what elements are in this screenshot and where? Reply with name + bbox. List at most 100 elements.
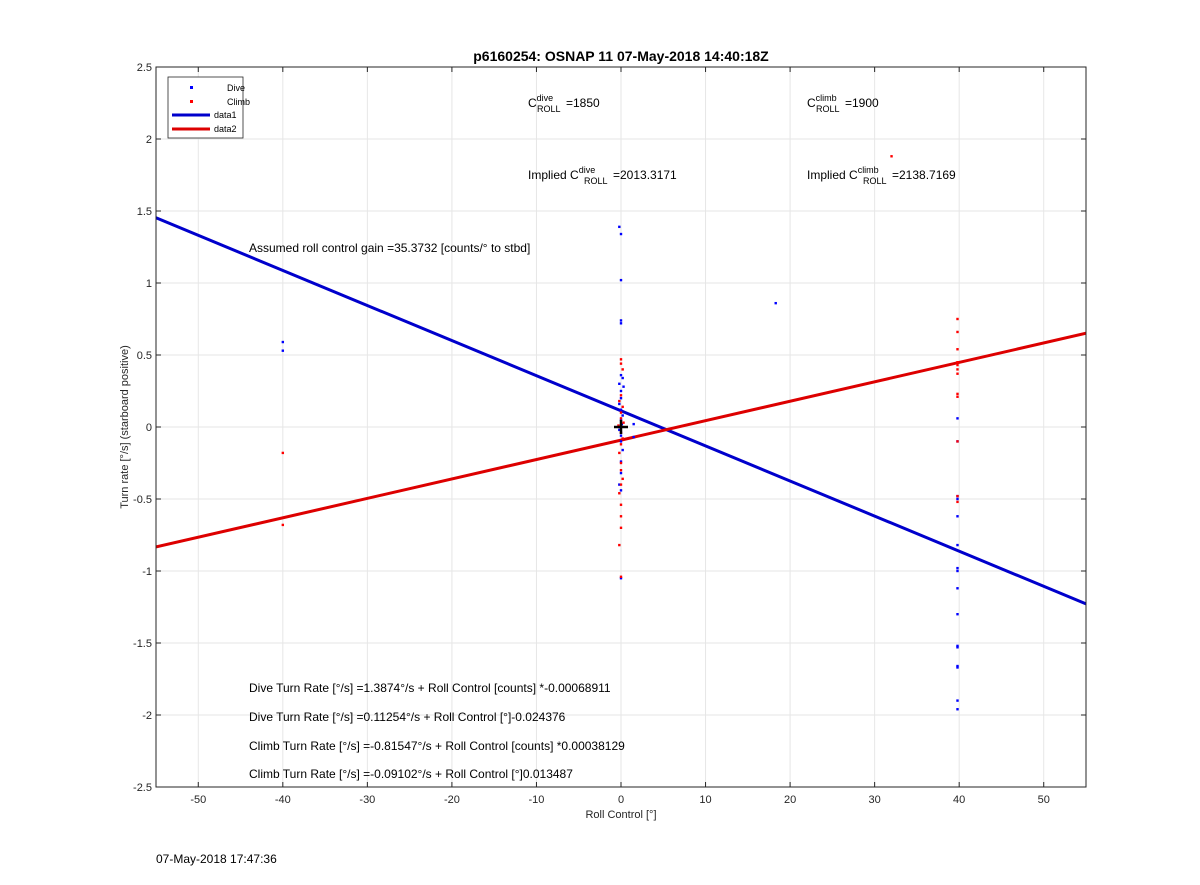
dive-point	[956, 417, 959, 420]
implied-dive-value: =2013.3171	[613, 168, 677, 182]
dive-point	[619, 319, 623, 322]
dive-degrees-equation: Dive Turn Rate [°/s] =0.11254°/s + Roll …	[249, 710, 566, 724]
c-roll-dive-annotation: Cdive	[528, 93, 553, 110]
climb-point	[281, 451, 285, 455]
dive-point	[281, 340, 285, 344]
dive-point	[774, 301, 777, 305]
dive-point	[956, 699, 959, 702]
climb-point	[618, 451, 621, 455]
dive-point	[619, 418, 623, 421]
climb-point	[956, 440, 959, 443]
dive-point	[619, 460, 623, 463]
dive-point	[619, 278, 623, 282]
dive-point	[956, 566, 959, 570]
y-axis-label: Turn rate [°/s] (starboard positive)	[119, 345, 131, 509]
climb-point	[621, 405, 624, 409]
x-axis-label: Roll Control [°]	[585, 809, 656, 821]
dive-point	[632, 435, 635, 439]
climb-point	[618, 399, 621, 403]
climb-point	[956, 500, 959, 504]
x-tick-label: 0	[618, 794, 624, 806]
x-tick-label: 30	[869, 794, 881, 806]
chart-title: p6160254: OSNAP 11 07-May-2018 14:40:18Z	[473, 48, 769, 64]
climb-point	[619, 515, 623, 518]
climb-point	[619, 526, 623, 529]
climb-degrees-equation: Climb Turn Rate [°/s] =-0.09102°/s + Rol…	[249, 767, 573, 781]
implied-climb-value: =2138.7169	[892, 168, 956, 182]
c-roll-dive-sub: ROLL	[537, 104, 561, 114]
climb-point	[890, 155, 893, 158]
dive-point	[618, 382, 621, 385]
y-tick-label: -0.5	[133, 494, 152, 506]
dive-point	[621, 376, 624, 380]
climb-point	[619, 469, 623, 472]
climb-point	[956, 317, 959, 321]
dive-point	[618, 225, 621, 229]
dive-point	[281, 349, 285, 352]
dive-point	[956, 569, 959, 573]
implied-climb-sub: ROLL	[863, 176, 887, 186]
x-tick-label: -20	[444, 794, 460, 806]
x-tick-label: 50	[1038, 794, 1050, 806]
dive-point	[618, 402, 621, 406]
dive-point	[956, 666, 959, 669]
legend-data2-label: data2	[214, 124, 237, 134]
c-roll-climb-sup: climb	[816, 93, 837, 103]
dive-point	[619, 408, 623, 411]
climb-point	[618, 543, 621, 547]
legend-climb-label: Climb	[227, 97, 250, 107]
y-tick-label: 1	[146, 278, 152, 290]
dive-point	[956, 708, 959, 711]
climb-point	[618, 492, 621, 495]
x-tick-label: 40	[953, 794, 965, 806]
x-tick-label: -10	[529, 794, 545, 806]
dive-point	[619, 434, 623, 437]
dive-point	[619, 322, 623, 325]
climb-point	[619, 483, 623, 486]
axes-box	[155, 66, 1087, 788]
implied-dive-sup: dive	[579, 165, 596, 175]
y-tick-label: 2.5	[137, 62, 152, 74]
climb-point	[619, 461, 623, 465]
legend-data1-label: data1	[214, 110, 237, 120]
implied-dive-sub: ROLL	[584, 176, 608, 186]
climb-point	[956, 395, 959, 398]
origin-marker	[614, 420, 628, 434]
dive-point	[956, 613, 959, 616]
c-roll-climb-letter: C	[807, 96, 816, 110]
dive-point	[956, 644, 959, 648]
climb-point	[617, 424, 620, 427]
climb-point	[621, 368, 624, 371]
y-tick-label: -1.5	[133, 638, 152, 650]
y-ticks: -2.5 -2 -1.5 -1 -0.5 0 0.5 1 1.5 2 2.5	[133, 62, 1086, 794]
climb-point	[619, 417, 623, 420]
implied-climb-prefix: Implied C	[807, 168, 858, 182]
dive-point	[619, 373, 623, 377]
x-tick-label: -30	[359, 794, 375, 806]
climb-point	[956, 348, 959, 351]
implied-dive-prefix: Implied C	[528, 168, 579, 182]
climb-point	[619, 503, 623, 506]
y-tick-label: 2	[146, 134, 152, 146]
legend-dive-label: Dive	[227, 83, 245, 93]
x-tick-label: 10	[699, 794, 711, 806]
c-roll-dive-sup: dive	[537, 93, 554, 103]
dive-point	[956, 646, 959, 649]
climb-point	[619, 575, 623, 578]
dive-point	[622, 385, 625, 388]
x-tick-label: -40	[275, 794, 291, 806]
dive-point	[632, 422, 635, 426]
x-tick-label: -50	[190, 794, 206, 806]
c-roll-climb-annotation: Cclimb	[807, 93, 837, 110]
c-roll-dive-value: =1850	[566, 96, 600, 110]
c-roll-dive-letter: C	[528, 96, 537, 110]
dive-point	[621, 448, 624, 452]
climb-point	[956, 372, 959, 375]
climb-point	[956, 392, 959, 396]
climb-point	[619, 394, 623, 397]
y-tick-label: 0	[146, 422, 152, 434]
implied-climb-annotation: Implied Cclimb	[807, 165, 879, 182]
y-tick-label: -2	[142, 710, 152, 722]
print-timestamp: 07-May-2018 17:47:36	[156, 852, 277, 866]
